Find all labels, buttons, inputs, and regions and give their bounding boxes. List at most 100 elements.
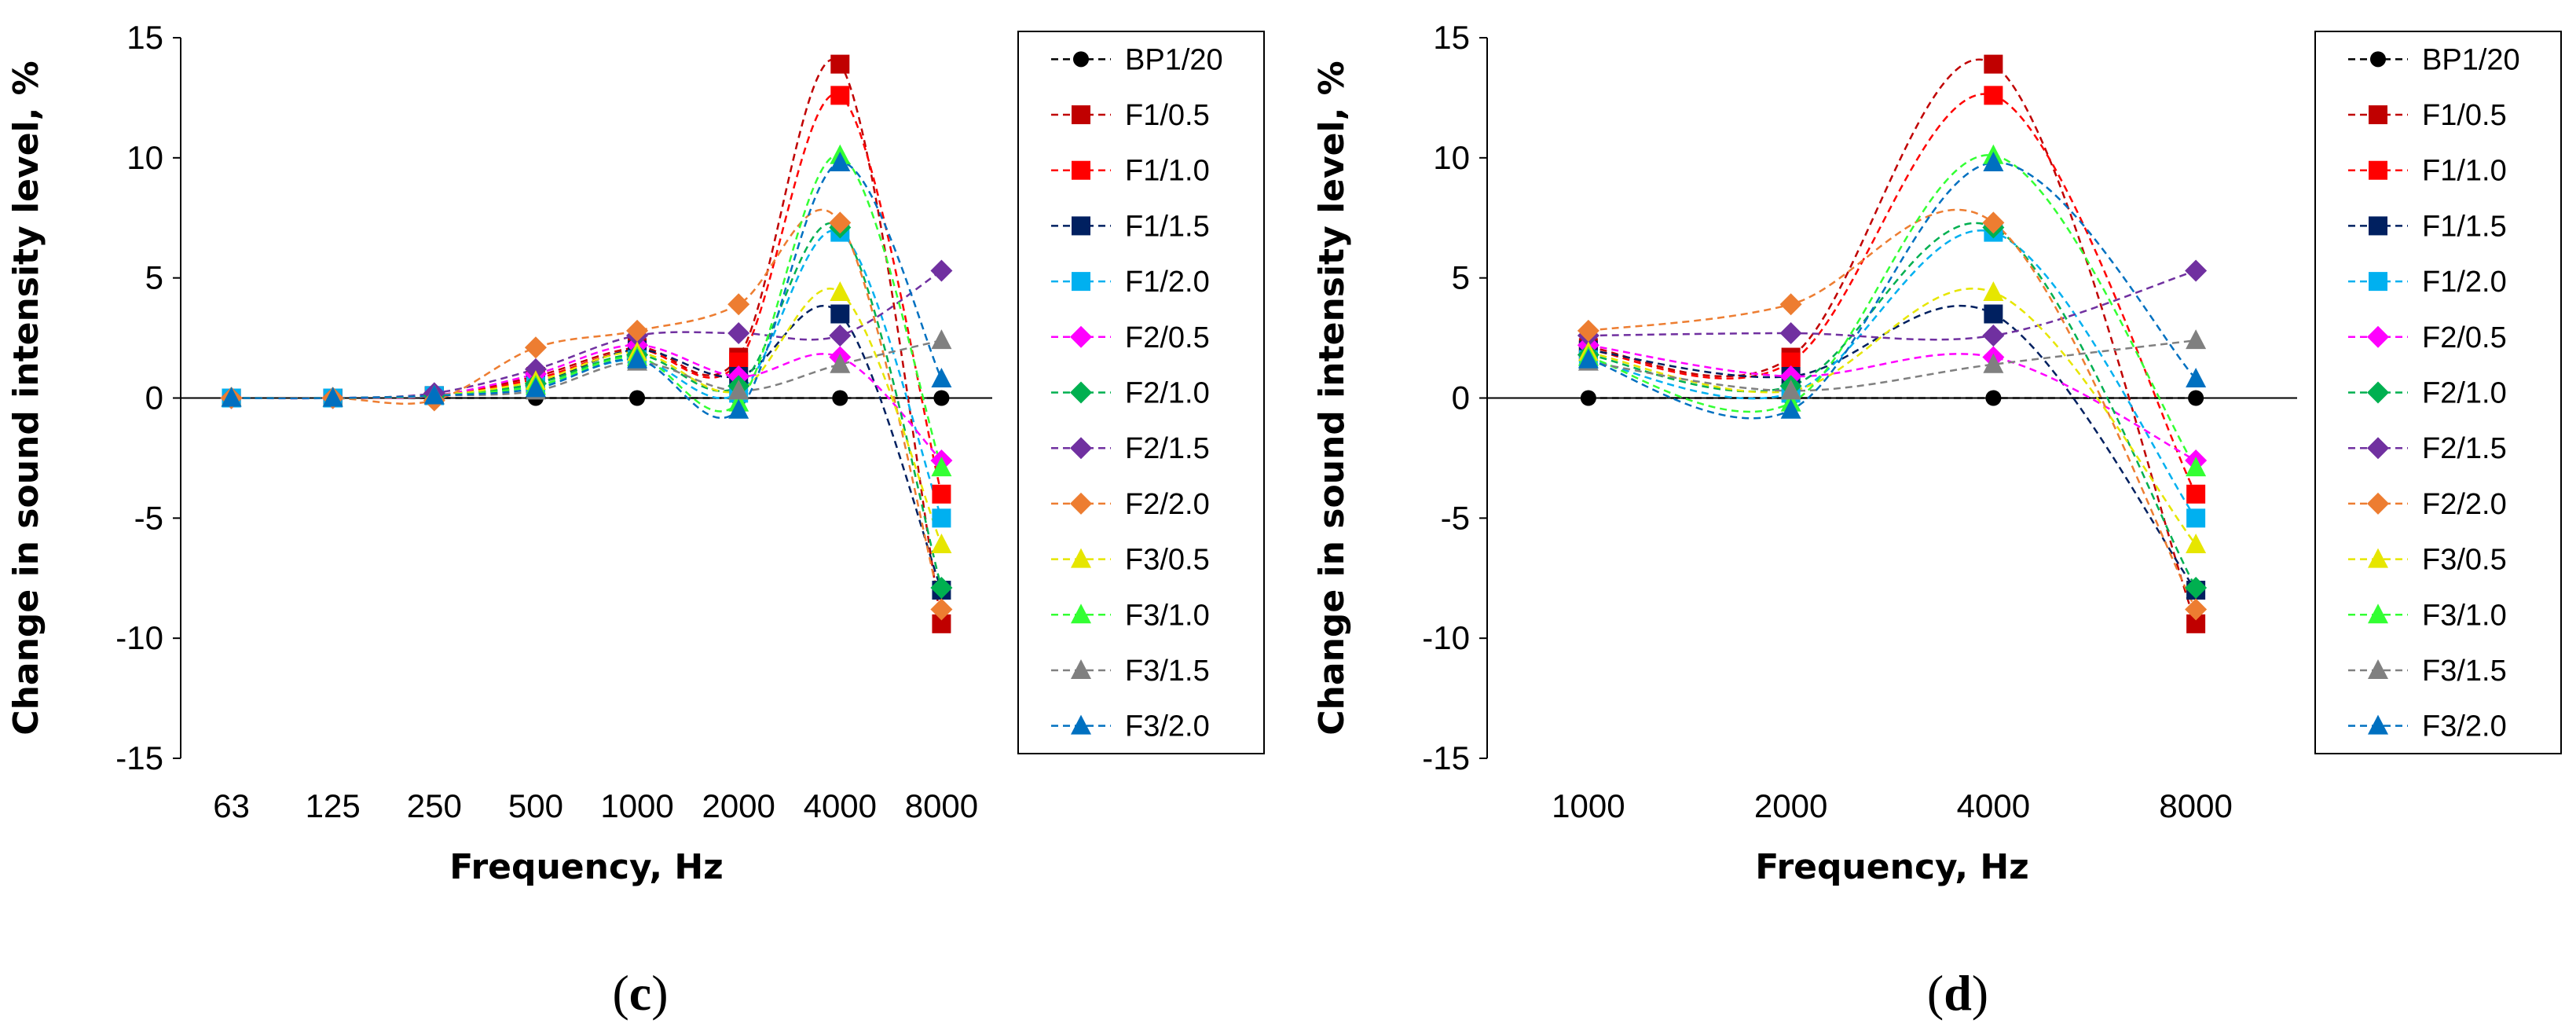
data-point xyxy=(832,390,848,406)
x-tick-label: 250 xyxy=(407,787,462,824)
legend-marker xyxy=(1071,714,1091,735)
legend-marker xyxy=(1071,659,1091,679)
y-tick-label: 10 xyxy=(126,139,163,176)
legend-label: F3/1.0 xyxy=(2422,599,2507,632)
data-point xyxy=(2188,390,2204,406)
data-point xyxy=(1982,325,2005,347)
legend-marker xyxy=(2370,51,2386,68)
data-point xyxy=(1985,390,2002,406)
legend-label: F3/0.5 xyxy=(2422,544,2507,577)
series-line xyxy=(1588,208,2197,611)
series-line xyxy=(1588,339,2197,392)
series-line xyxy=(1588,93,2197,495)
data-point xyxy=(830,54,850,74)
legend-label: F1/1.5 xyxy=(1125,210,1210,243)
y-axis-title: Change in sound intensity level, % xyxy=(6,61,46,735)
data-point xyxy=(932,484,951,504)
data-point xyxy=(1577,348,1599,369)
x-tick-label: 8000 xyxy=(905,787,978,824)
legend-marker xyxy=(1070,381,1092,404)
y-tick-label: -15 xyxy=(115,739,163,776)
data-point xyxy=(830,86,850,105)
data-point xyxy=(931,457,952,477)
legend-marker xyxy=(2367,381,2389,404)
data-point xyxy=(728,380,749,400)
data-point xyxy=(2185,576,2208,599)
series-line xyxy=(231,58,943,625)
y-tick-label: 15 xyxy=(126,19,163,56)
legend-label: BP1/20 xyxy=(2422,43,2520,76)
legend-marker xyxy=(1071,548,1091,568)
legend-marker xyxy=(1070,437,1092,460)
legend-label: F1/0.5 xyxy=(2422,99,2507,132)
legend-marker xyxy=(2369,272,2387,292)
legend-label: F3/2.0 xyxy=(1125,710,1210,743)
data-point xyxy=(830,304,850,324)
data-point xyxy=(1780,380,1801,400)
legend-label: F1/0.5 xyxy=(1125,99,1210,132)
series-line xyxy=(231,222,943,589)
legend xyxy=(1017,31,1265,754)
x-tick-label: 2000 xyxy=(702,787,775,824)
y-tick-label: 10 xyxy=(1433,139,1470,176)
data-point xyxy=(1984,304,2003,324)
data-point xyxy=(629,390,646,406)
y-tick-label: -15 xyxy=(1422,739,1470,776)
data-point xyxy=(525,377,546,398)
data-point xyxy=(1984,86,2003,105)
data-point xyxy=(322,387,343,407)
data-point xyxy=(1780,398,1801,419)
y-tick-label: -5 xyxy=(134,499,163,536)
legend-marker xyxy=(2368,604,2388,624)
data-point xyxy=(2186,329,2207,350)
series-line xyxy=(231,161,943,419)
legend-label: F3/1.5 xyxy=(1125,655,1210,688)
data-point xyxy=(829,211,852,234)
data-point xyxy=(423,384,445,405)
y-tick-label: -5 xyxy=(1441,499,1470,536)
data-point xyxy=(930,259,953,282)
y-tick-label: 5 xyxy=(145,259,163,296)
legend-marker xyxy=(1070,492,1092,515)
legend-label: F2/1.5 xyxy=(1125,432,1210,465)
legend-marker xyxy=(1072,160,1090,180)
x-tick-label: 1000 xyxy=(1552,787,1625,824)
data-point xyxy=(830,353,851,373)
legend-label: F2/1.0 xyxy=(1125,377,1210,410)
data-point xyxy=(930,598,953,621)
data-point xyxy=(1983,281,2004,302)
legend-marker xyxy=(1073,51,1089,68)
series-line xyxy=(1588,288,2197,545)
x-axis-title: Frequency, Hz xyxy=(449,847,724,887)
legend-label: F3/1.0 xyxy=(1125,599,1210,632)
legend-marker xyxy=(2369,216,2387,236)
legend-marker xyxy=(2367,437,2389,460)
series-line xyxy=(1588,229,2197,519)
data-point xyxy=(2186,533,2207,553)
data-point xyxy=(931,368,952,388)
data-point xyxy=(2185,259,2208,282)
legend-label: F2/2.0 xyxy=(2422,488,2507,521)
x-tick-label: 4000 xyxy=(804,787,877,824)
data-point xyxy=(221,387,242,407)
series-line xyxy=(231,305,943,591)
legend-label: F2/1.5 xyxy=(2422,432,2507,465)
data-point xyxy=(727,293,750,316)
y-tick-label: 0 xyxy=(1452,380,1470,416)
data-point xyxy=(524,336,547,359)
legend-marker xyxy=(2367,325,2389,348)
figure-caption: (d) xyxy=(1927,965,1988,1021)
data-point xyxy=(2185,598,2208,621)
series-line xyxy=(231,154,943,468)
data-point xyxy=(830,151,851,171)
y-axis-title: Change in sound intensity level, % xyxy=(1312,61,1352,735)
data-point xyxy=(1983,353,2004,373)
x-tick-label: 63 xyxy=(213,787,250,824)
data-point xyxy=(931,329,952,350)
legend-label: F1/2.0 xyxy=(1125,266,1210,299)
y-tick-label: 15 xyxy=(1433,19,1470,56)
data-point xyxy=(2186,484,2206,504)
legend-label: F3/1.5 xyxy=(2422,655,2507,688)
legend-label: F2/0.5 xyxy=(1125,321,1210,354)
